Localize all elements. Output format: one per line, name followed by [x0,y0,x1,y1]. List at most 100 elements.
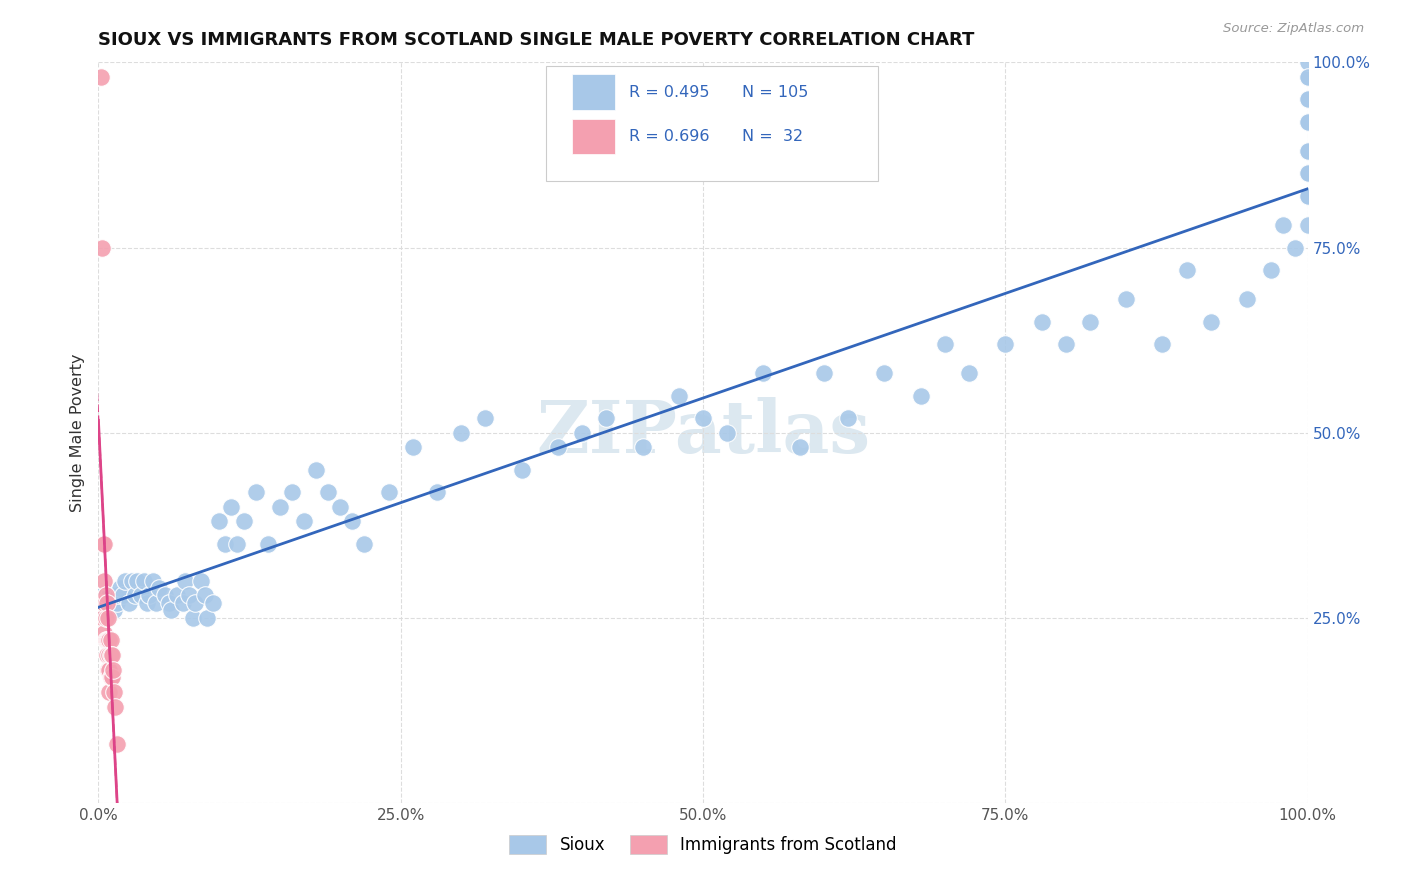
Point [103,685,125,699]
Point [873,367,896,381]
Text: Source: ZipAtlas.com: Source: ZipAtlas.com [1223,22,1364,36]
Point [202,596,225,610]
Point [226,536,249,550]
Point [474,410,496,425]
Bar [572,119,614,154]
Point [910,388,932,402]
Point [148,581,170,595]
Point [571,425,593,440]
Point [402,441,425,455]
Point [96,632,118,647]
Point [1175,262,1198,277]
Point [97,610,120,624]
Point [97,632,120,647]
FancyBboxPatch shape [546,66,879,181]
Point [232,515,254,529]
Point [1296,145,1319,159]
Point [1296,55,1319,70]
Point [716,425,738,440]
Point [94,589,117,603]
Point [1260,262,1282,277]
Point [94,589,117,603]
Point [100,670,122,684]
Point [114,574,136,588]
Point [101,596,124,610]
Text: N =  32: N = 32 [742,129,803,144]
Point [1054,336,1077,351]
Point [195,610,218,624]
Point [160,603,183,617]
Point [194,589,217,603]
Point [1296,166,1319,180]
Point [208,515,231,529]
Point [1296,188,1319,202]
Text: R = 0.495: R = 0.495 [630,85,710,100]
Point [121,574,143,588]
Point [214,536,236,550]
Point [90,70,112,85]
Point [450,425,472,440]
Point [100,596,122,610]
Point [98,685,121,699]
Point [1296,145,1319,159]
Point [100,670,122,684]
Point [692,410,714,425]
Point [595,410,617,425]
Point [190,574,212,588]
Point [103,603,125,617]
Point [1272,219,1295,233]
Point [1296,114,1319,128]
Point [377,484,399,499]
Point [97,663,120,677]
Point [98,632,121,647]
Point [934,336,956,351]
Point [98,663,121,677]
Point [100,648,122,662]
Point [93,596,115,610]
Point [1296,92,1319,106]
Point [316,484,339,499]
Point [91,589,114,603]
Point [179,589,201,603]
Point [1284,240,1306,255]
Point [166,589,188,603]
Text: R = 0.696: R = 0.696 [630,129,710,144]
Point [547,441,569,455]
Point [96,648,118,662]
Point [813,367,835,381]
Point [1115,293,1137,307]
Point [96,596,118,610]
Point [105,737,128,751]
Legend: Sioux, Immigrants from Scotland: Sioux, Immigrants from Scotland [503,829,903,861]
Point [305,462,328,476]
Point [256,536,278,550]
Text: SIOUX VS IMMIGRANTS FROM SCOTLAND SINGLE MALE POVERTY CORRELATION CHART: SIOUX VS IMMIGRANTS FROM SCOTLAND SINGLE… [98,31,974,49]
Point [292,515,315,529]
Point [1031,314,1053,328]
Point [129,589,152,603]
Point [245,484,267,499]
Point [957,367,980,381]
Text: N = 105: N = 105 [742,85,808,100]
Point [97,603,120,617]
Point [789,441,811,455]
Point [98,589,121,603]
Point [91,596,114,610]
Point [752,367,775,381]
Point [510,462,533,476]
Point [98,648,121,662]
Point [134,574,156,588]
Y-axis label: Single Male Poverty: Single Male Poverty [70,353,86,512]
Point [353,536,375,550]
Point [269,500,291,514]
Point [91,596,114,610]
Point [1236,293,1258,307]
Point [104,589,127,603]
Point [1199,314,1222,328]
Point [138,589,160,603]
Point [1296,188,1319,202]
Point [100,632,122,647]
Point [108,581,131,595]
Point [91,610,114,624]
Point [1296,114,1319,128]
